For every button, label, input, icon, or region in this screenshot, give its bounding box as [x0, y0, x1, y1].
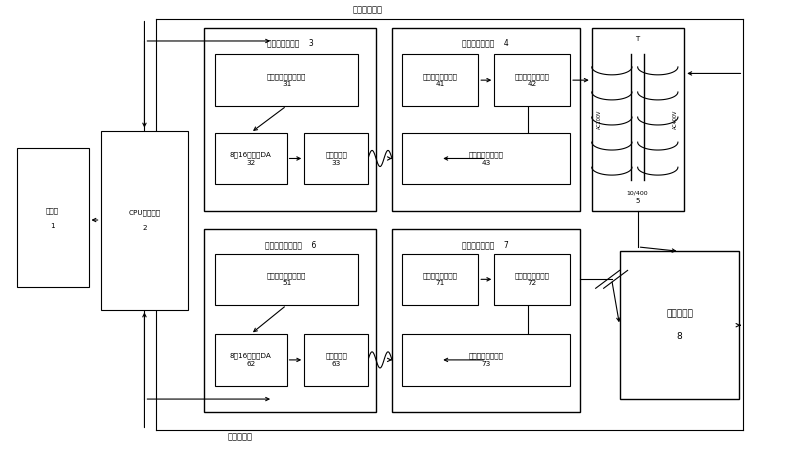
Text: 5: 5 [635, 198, 640, 204]
Bar [17, 149, 89, 287]
Text: 8到16位串行DA
32: 8到16位串行DA 32 [230, 151, 271, 166]
Bar [494, 54, 570, 106]
Text: 低频滤波器
63: 低频滤波器 63 [325, 353, 347, 367]
Bar [204, 229, 376, 413]
Text: 方波和正弦波数据表
51: 方波和正弦波数据表 51 [267, 272, 306, 286]
Bar [494, 254, 570, 305]
Bar [392, 229, 580, 413]
Text: 10/400: 10/400 [626, 190, 648, 195]
Bar [620, 251, 739, 399]
Text: 恒压反馈控制单元
43: 恒压反馈控制单元 43 [469, 151, 504, 166]
Bar [402, 54, 478, 106]
Bar [214, 133, 286, 184]
Bar [204, 27, 376, 211]
Text: 被试变压器

8: 被试变压器 8 [666, 310, 693, 341]
Text: 低频滤波器
33: 低频滤波器 33 [325, 151, 347, 166]
Text: 电流功率放大器    7: 电流功率放大器 7 [462, 240, 510, 249]
Bar [402, 334, 570, 386]
Bar [402, 254, 478, 305]
Bar [304, 133, 368, 184]
Bar [592, 27, 683, 211]
Text: 电压功率放大单元
42: 电压功率放大单元 42 [514, 73, 550, 87]
Text: 8到16位串行DA
62: 8到16位串行DA 62 [230, 353, 271, 367]
Text: 前置电压放大单元
41: 前置电压放大单元 41 [423, 73, 458, 87]
Bar [304, 334, 368, 386]
Text: CPU控制单元

2: CPU控制单元 2 [128, 209, 161, 231]
Bar [402, 133, 570, 184]
Bar [214, 254, 358, 305]
Text: 前置电流放大单元
71: 前置电流放大单元 71 [423, 272, 458, 286]
Text: 电流功率放大单元
72: 电流功率放大单元 72 [514, 272, 550, 286]
Text: 恒流电采样: 恒流电采样 [228, 433, 253, 442]
Text: 电压电流采样: 电压电流采样 [353, 5, 383, 14]
Bar [214, 334, 286, 386]
Bar [101, 131, 188, 309]
Text: 电压功率放大器    4: 电压功率放大器 4 [462, 39, 510, 48]
Bar [214, 54, 358, 106]
Text: AC400V: AC400V [673, 110, 678, 129]
Text: 显示器

1: 显示器 1 [46, 207, 59, 229]
Text: 超低频信号发生器    6: 超低频信号发生器 6 [265, 240, 316, 249]
Text: 工频信号发生器    3: 工频信号发生器 3 [267, 39, 314, 48]
Text: 方波和正弦波数据表
31: 方波和正弦波数据表 31 [267, 73, 306, 87]
Text: T: T [635, 35, 640, 42]
Bar [392, 27, 580, 211]
Text: AC100V: AC100V [597, 110, 602, 129]
Text: 恒流反馈控制单元
73: 恒流反馈控制单元 73 [469, 353, 504, 367]
